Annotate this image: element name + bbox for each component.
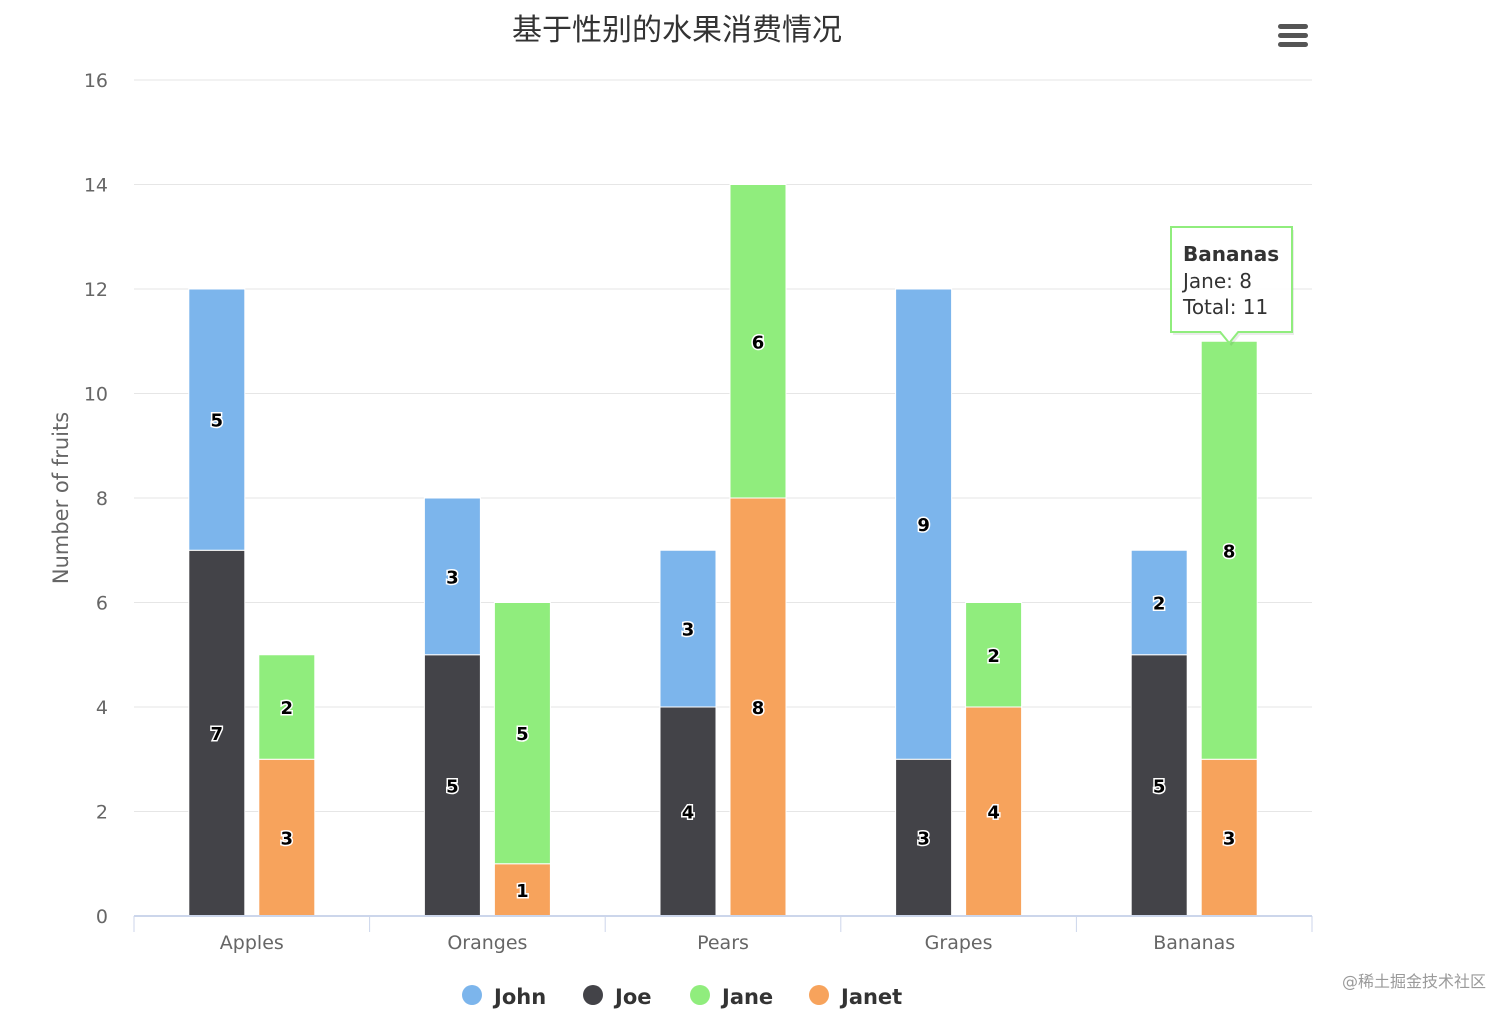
data-label-janet-grapes: 4 <box>987 803 1000 824</box>
data-label-john-apples: 5 <box>211 411 224 432</box>
y-tick-label-1: 2 <box>96 802 108 824</box>
data-label-janet-apples: 3 <box>281 829 294 850</box>
legend-item-john: John <box>492 985 546 1009</box>
data-label-joe-oranges: 5 <box>446 776 459 797</box>
x-tick-label-4: Bananas <box>1153 932 1235 954</box>
data-label-joe-bananas: 5 <box>1153 776 1166 797</box>
data-label-joe-grapes: 3 <box>917 829 930 850</box>
data-labels: 7 5 5 3 4 3 3 9 5 2 3 2 1 5 8 6 4 2 3 8 <box>209 331 1237 904</box>
bar-john-apples <box>188 288 246 551</box>
data-label-jane-grapes: 2 <box>987 646 1000 667</box>
y-tick-label-3: 6 <box>96 593 108 615</box>
chart-title: 基于性别的水果消费情况 <box>512 13 842 48</box>
legend-marker-john <box>462 985 482 1005</box>
y-tick-label-4: 8 <box>96 488 108 510</box>
bar-john-oranges <box>423 497 481 656</box>
legend-marker-jane <box>690 985 710 1005</box>
grid-lines <box>134 79 1312 812</box>
bar-jane-bananas <box>1200 340 1258 760</box>
bar-jane-pears <box>729 184 787 499</box>
x-tick-label-3: Grapes <box>925 932 993 954</box>
y-tick-label-0: 0 <box>96 906 108 928</box>
y-axis-label: Number of fruits <box>49 412 73 584</box>
tooltip-total: Total: 11 <box>1182 295 1268 319</box>
x-axis: Apples Oranges Pears Grapes Bananas <box>133 915 1313 954</box>
data-label-john-pears: 3 <box>682 620 695 641</box>
legend-marker-joe <box>583 985 603 1005</box>
legend-item-joe: Joe <box>613 985 651 1009</box>
bar-janet-grapes <box>965 706 1023 917</box>
data-label-jane-bananas: 8 <box>1223 541 1236 562</box>
bar-joe-apples <box>188 549 246 917</box>
data-label-joe-apples: 7 <box>211 724 224 745</box>
x-tick-label-2: Pears <box>697 932 749 954</box>
bars <box>188 184 1258 917</box>
bar-jane-apples <box>258 654 316 760</box>
data-label-jane-apples: 2 <box>281 698 294 719</box>
data-label-janet-pears: 8 <box>752 698 765 719</box>
data-label-janet-oranges: 1 <box>516 881 529 902</box>
bar-janet-apples <box>258 758 316 917</box>
bar-john-pears <box>659 549 717 708</box>
x-tick-label-0: Apples <box>220 932 284 954</box>
tooltip-series-value: Jane: 8 <box>1181 269 1252 293</box>
data-label-john-bananas: 2 <box>1153 594 1166 615</box>
y-tick-label-6: 12 <box>84 279 108 301</box>
y-tick-label-5: 10 <box>84 384 108 406</box>
data-label-jane-pears: 6 <box>752 332 765 353</box>
data-label-janet-bananas: 3 <box>1223 829 1236 850</box>
tooltip-title: Bananas <box>1183 242 1279 266</box>
y-axis: 0 2 4 6 8 10 12 14 16 <box>84 70 108 928</box>
y-tick-label-7: 14 <box>84 175 108 197</box>
legend-item-janet: Janet <box>839 985 902 1009</box>
legend-marker-janet <box>809 985 829 1005</box>
tooltip-box <box>1170 226 1293 345</box>
bar-joe-pears <box>659 706 717 917</box>
data-label-john-grapes: 9 <box>917 515 930 536</box>
data-label-john-oranges: 3 <box>446 567 459 588</box>
legend-item-jane: Jane <box>720 985 773 1009</box>
watermark: @稀土掘金技术社区 <box>1341 972 1486 991</box>
x-tick-label-1: Oranges <box>447 932 527 954</box>
bar-janet-bananas <box>1200 758 1258 917</box>
bar-john-bananas <box>1130 549 1188 656</box>
y-tick-label-8: 16 <box>84 70 108 92</box>
legend: John Joe Jane Janet <box>462 985 902 1009</box>
y-tick-label-2: 4 <box>96 697 108 719</box>
data-label-jane-oranges: 5 <box>516 724 529 745</box>
data-label-joe-pears: 4 <box>682 803 695 824</box>
bar-janet-pears <box>729 497 787 917</box>
bar-jane-oranges <box>493 602 551 865</box>
hamburger-menu-icon[interactable] <box>1268 14 1320 58</box>
bar-john-grapes <box>895 288 953 760</box>
bar-joe-oranges <box>423 654 481 917</box>
bar-jane-grapes <box>965 602 1023 708</box>
